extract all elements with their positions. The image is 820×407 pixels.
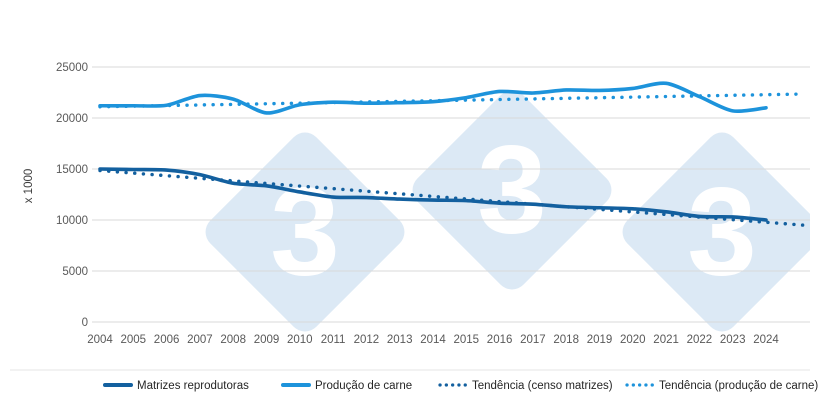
x-tick-label: 2013 [387, 334, 413, 346]
legend-item[interactable]: Matrizes reprodutoras [103, 380, 249, 392]
x-tick-label: 2014 [420, 334, 446, 346]
x-axis-tick-labels: 2004 2005 2006 2007 2008 2009 2010 2011 2012 2013… [87, 334, 779, 346]
legend-label: Produção de carne [315, 380, 412, 392]
x-tick-label: 2010 [287, 334, 313, 346]
x-tick-label: 2012 [354, 334, 380, 346]
legend-item[interactable]: Tendência (produção de carne) [625, 380, 818, 392]
legend-item[interactable]: Tendência (censo matrizes) [438, 380, 613, 392]
x-tick-label: 2021 [653, 334, 679, 346]
x-tick-label: 2022 [687, 334, 713, 346]
y-tick-label: 20000 [56, 113, 88, 125]
x-tick-label: 2016 [487, 334, 513, 346]
x-tick-label: 2020 [620, 334, 646, 346]
x-tick-label: 2019 [587, 334, 613, 346]
x-tick-label: 2017 [520, 334, 546, 346]
x-tick-label: 2024 [753, 334, 779, 346]
svg-text:3: 3 [270, 163, 340, 302]
y-tick-label: 25000 [56, 62, 88, 74]
svg-text:3: 3 [477, 121, 547, 260]
chart-legend: Matrizes reprodutoras Produção de carne Te… [103, 380, 818, 392]
x-tick-label: 2009 [254, 334, 280, 346]
y-axis-title: x 1000 [23, 169, 35, 204]
svg-text:3: 3 [687, 163, 757, 302]
y-tick-label: 15000 [56, 164, 88, 176]
y-tick-label: 5000 [62, 266, 88, 278]
legend-item[interactable]: Produção de carne [281, 380, 412, 392]
x-tick-label: 2008 [220, 334, 246, 346]
x-tick-label: 2023 [720, 334, 746, 346]
x-tick-label: 2006 [154, 334, 180, 346]
data-series-layer [98, 81, 805, 227]
x-tick-label: 2007 [187, 334, 213, 346]
y-tick-label: 0 [82, 317, 88, 329]
x-tick-label: 2018 [553, 334, 579, 346]
legend-label: Matrizes reprodutoras [137, 380, 249, 392]
data-line [98, 81, 768, 115]
x-tick-label: 2011 [321, 334, 346, 346]
gridlines [92, 66, 810, 323]
y-tick-label: 10000 [56, 215, 88, 227]
y-axis-tick-labels: 0 5000 10000 15000 20000 25000 [56, 62, 88, 329]
legend-label: Tendência (produção de carne) [659, 380, 818, 392]
x-tick-label: 2004 [87, 334, 113, 346]
legend-label: Tendência (censo matrizes) [472, 380, 613, 392]
x-tick-label: 2015 [454, 334, 480, 346]
x-tick-label: 2005 [121, 334, 147, 346]
data-line [98, 167, 768, 222]
